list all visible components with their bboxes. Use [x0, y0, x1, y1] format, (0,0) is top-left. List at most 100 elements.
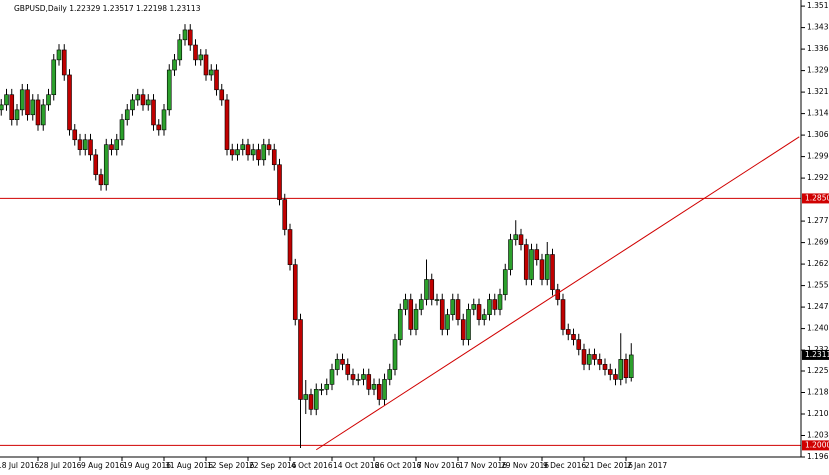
candle-body	[198, 54, 204, 61]
candle-body	[492, 299, 498, 310]
candle-body	[592, 354, 597, 360]
candle-body	[177, 39, 183, 61]
candle-body	[434, 299, 440, 301]
candle-body	[382, 379, 387, 400]
candle-body	[361, 374, 366, 380]
candle-body	[392, 339, 398, 370]
candle-body	[476, 304, 482, 320]
candle-body	[203, 54, 209, 76]
candle-body	[586, 354, 592, 365]
candle-body	[408, 299, 414, 330]
candle-body	[219, 89, 225, 101]
x-tick-label: 19 Aug 2016	[123, 461, 171, 470]
candle-body	[565, 329, 571, 335]
candle-body	[67, 74, 72, 131]
candle-body	[161, 109, 167, 131]
y-tick-label: 1.26240	[807, 259, 829, 268]
candle-body	[576, 339, 582, 350]
candle-body	[334, 359, 340, 370]
candle-body	[266, 144, 272, 150]
candle-body	[376, 384, 382, 400]
hline-label: 1.28500	[805, 193, 829, 202]
y-tick-label: 1.35120	[807, 1, 829, 10]
candle-body	[550, 254, 555, 290]
candle-body	[51, 59, 57, 96]
candle-body	[235, 149, 240, 156]
plot-area	[0, 24, 801, 451]
candle-body	[56, 49, 62, 61]
y-tick-label: 1.22560	[807, 366, 829, 375]
candle-body	[466, 309, 471, 340]
candle-body	[182, 29, 188, 41]
candle-body	[329, 369, 335, 385]
candle-body	[534, 249, 540, 261]
y-tick-label: 1.21820	[807, 388, 829, 397]
candle-body	[25, 89, 30, 116]
candle-body	[40, 104, 46, 126]
candle-body	[240, 144, 246, 150]
candle-body	[313, 389, 319, 410]
candle-body	[366, 374, 372, 390]
y-tick-label: 1.30680	[807, 130, 829, 139]
candle-body	[303, 394, 309, 400]
candle-body	[613, 374, 618, 380]
candle-body	[292, 264, 298, 320]
candle-body	[224, 99, 230, 150]
candle-body	[229, 149, 235, 156]
candle-body	[340, 359, 345, 365]
candle-body	[208, 69, 214, 76]
x-tick-label: 9 Dec 2016	[543, 461, 586, 470]
x-tick-label: 28 Jul 2016	[39, 461, 82, 470]
candle-body	[61, 49, 67, 76]
candle-body	[455, 299, 461, 320]
candle-body	[571, 334, 576, 340]
candle-body	[471, 304, 477, 310]
candle-body	[628, 354, 634, 379]
chart-title: GBPUSD,Daily 1.22329 1.23517 1.22198 1.2…	[14, 4, 201, 13]
candle-body	[508, 239, 513, 270]
candle-body	[19, 89, 25, 111]
candle-body	[529, 249, 534, 280]
y-tick-label: 1.24760	[807, 302, 829, 311]
y-tick-label: 1.27720	[807, 216, 829, 225]
candle-body	[424, 279, 429, 300]
candle-body	[513, 234, 519, 240]
x-tick-label: 9 Aug 2016	[81, 461, 124, 470]
candle-body	[355, 379, 361, 381]
x-tick-label: 29 Nov 2016	[501, 461, 549, 470]
candle-body	[250, 149, 256, 156]
candle-body	[140, 94, 146, 106]
candle-body	[77, 139, 83, 150]
y-tick-label: 1.19600	[807, 452, 829, 461]
y-tick-label: 1.20340	[807, 431, 829, 440]
candle-body	[481, 314, 487, 320]
x-tick-label: 7 Nov 2016	[417, 461, 460, 470]
x-tick-label: 31 Aug 2016	[165, 461, 213, 470]
last-price-box	[802, 349, 829, 360]
y-tick-label: 1.31420	[807, 109, 829, 118]
candle-body	[324, 384, 330, 390]
y-tick-label: 1.32900	[807, 66, 829, 75]
candle-body	[487, 299, 492, 315]
candle-body	[88, 139, 93, 156]
candle-body	[502, 269, 508, 295]
candle-body	[345, 364, 351, 375]
x-tick-label: 21 Dec 2016	[585, 461, 633, 470]
hline-label: 1.20000	[805, 440, 829, 449]
candle-body	[151, 99, 156, 126]
candle-body	[287, 229, 293, 265]
x-tick-label: 2 Jan 2017	[627, 461, 667, 470]
candle-body	[450, 299, 456, 315]
candle-body	[350, 374, 356, 380]
y-tick-label: 1.25500	[807, 281, 829, 290]
candle-body	[245, 144, 251, 156]
candle-body	[166, 69, 172, 111]
candle-body	[523, 244, 529, 280]
candle-body	[172, 59, 177, 71]
candle-body	[114, 139, 120, 150]
candle-body	[387, 369, 393, 380]
x-tick-label: 26 Oct 2016	[375, 461, 422, 470]
price-label-box	[802, 193, 829, 204]
